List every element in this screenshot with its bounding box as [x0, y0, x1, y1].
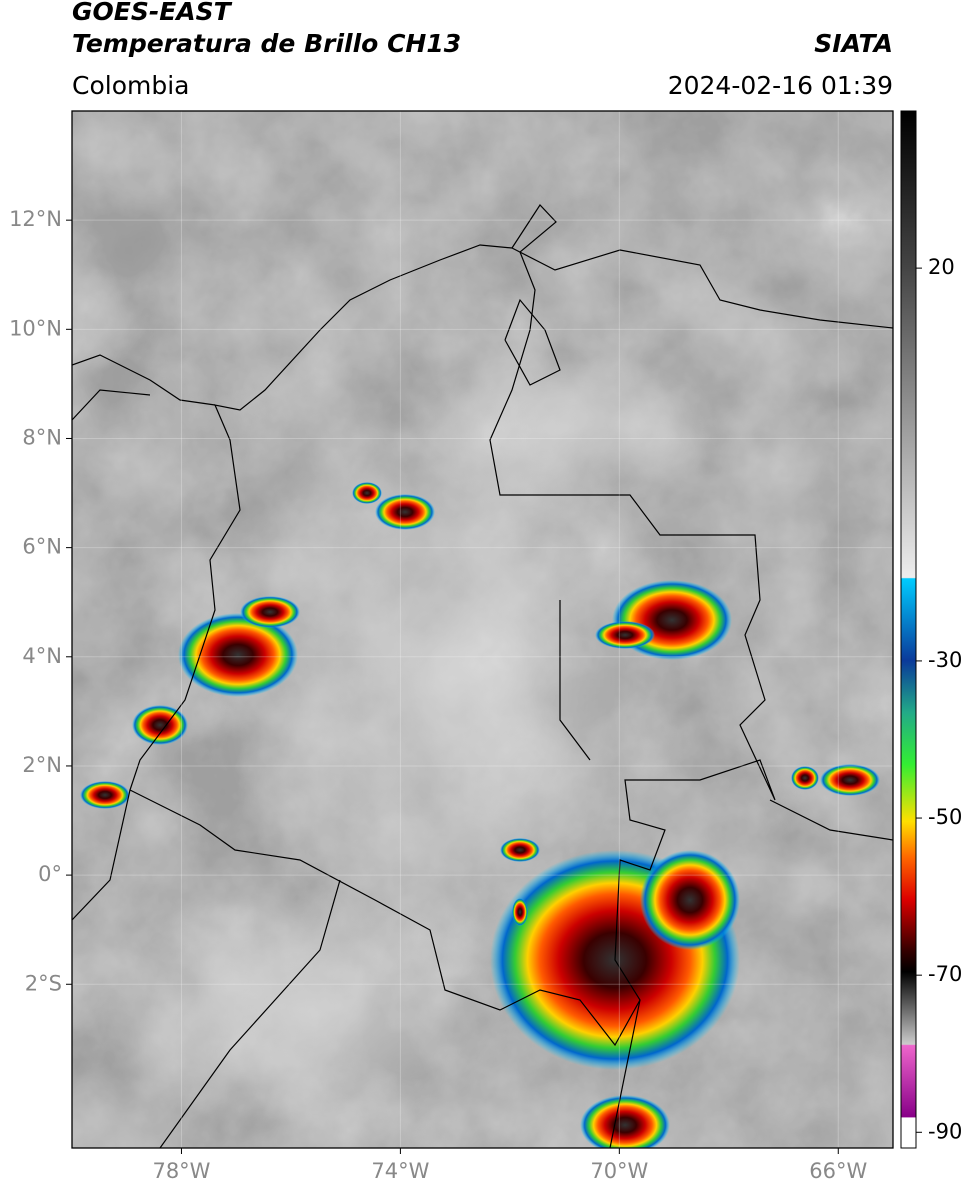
y-tick-label: 2°S [25, 971, 62, 995]
colorbar-tick-label: -30 [928, 648, 962, 672]
colorbar-tick-label: -50 [928, 805, 962, 829]
map-frame [71, 110, 894, 1149]
y-tick-label: 4°N [22, 644, 62, 668]
map-image [72, 111, 893, 1148]
y-tick-label: 2°N [22, 753, 62, 777]
y-tick-label: 10°N [9, 316, 62, 340]
colorbar-tick-label: -90 [928, 1119, 962, 1143]
x-tick-label: 78°W [152, 1159, 210, 1183]
x-tick-label: 74°W [371, 1159, 429, 1183]
timestamp: 2024-02-16 01:39 [668, 71, 893, 100]
region: Colombia [72, 71, 189, 100]
colorbar-tick-label: 20 [928, 255, 955, 279]
y-tick-label: 6°N [22, 535, 62, 559]
colorbar [900, 110, 917, 1149]
y-tick-label: 0° [38, 862, 62, 886]
colorbar-tick-label: -70 [928, 962, 962, 986]
x-tick-label: 66°W [809, 1159, 867, 1183]
satellite-name: GOES-EAST [72, 0, 233, 26]
product-title: Temperatura de Brillo CH13 [72, 29, 461, 58]
x-tick-label: 70°W [590, 1159, 648, 1183]
y-tick-label: 8°N [22, 425, 62, 449]
y-tick-label: 12°N [9, 207, 62, 231]
source: SIATA [814, 29, 893, 58]
